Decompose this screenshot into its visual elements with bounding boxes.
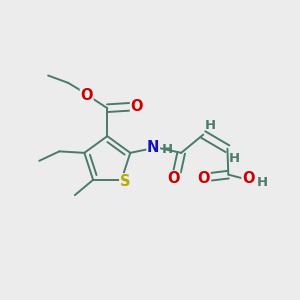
Text: O: O (80, 88, 93, 103)
Text: H: H (229, 152, 240, 165)
Text: H: H (205, 118, 216, 132)
Text: O: O (167, 171, 179, 186)
Text: O: O (197, 171, 210, 186)
Text: O: O (130, 99, 143, 114)
Text: H: H (256, 176, 268, 189)
Text: N: N (147, 140, 159, 155)
Text: H: H (161, 142, 172, 155)
Text: O: O (242, 171, 255, 186)
Text: S: S (120, 174, 130, 189)
